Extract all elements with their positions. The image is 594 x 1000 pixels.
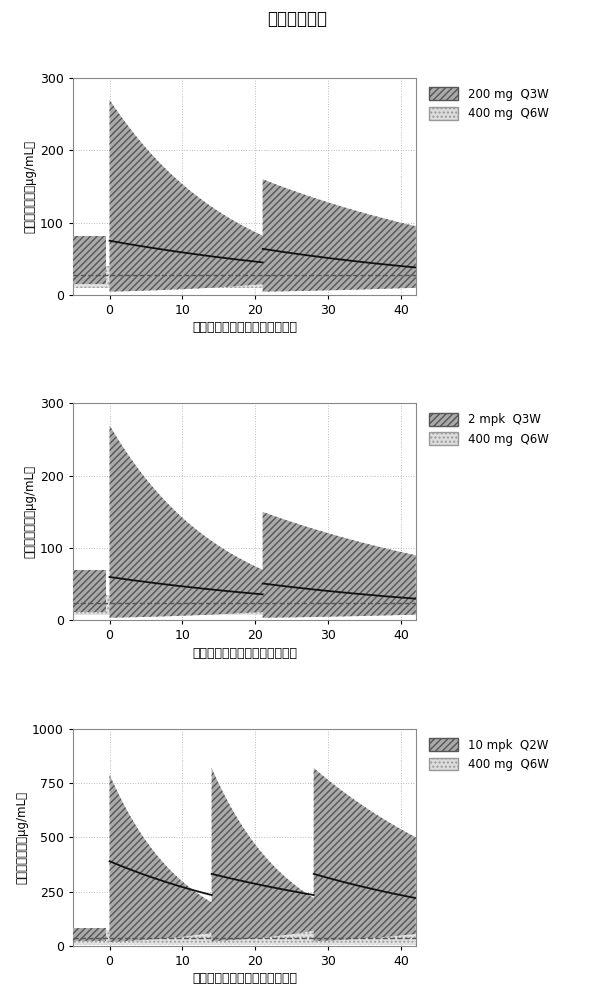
Legend: 2 mpk  Q3W, 400 mg  Q6W: 2 mpk Q3W, 400 mg Q6W [425, 409, 552, 449]
Y-axis label: 派姆单抗浓度（μg/mL）: 派姆单抗浓度（μg/mL） [15, 791, 28, 884]
Y-axis label: 派姆单抗浓度（μg/mL）: 派姆单抗浓度（μg/mL） [23, 140, 36, 233]
X-axis label: 最后一次剂量后的时间（天数）: 最后一次剂量后的时间（天数） [192, 321, 297, 334]
X-axis label: 最后一次剂量后的时间（天数）: 最后一次剂量后的时间（天数） [192, 647, 297, 660]
Y-axis label: 派姆单抗浓度（μg/mL）: 派姆单抗浓度（μg/mL） [23, 465, 36, 558]
Legend: 10 mpk  Q2W, 400 mg  Q6W: 10 mpk Q2W, 400 mg Q6W [425, 735, 552, 775]
Legend: 200 mg  Q3W, 400 mg  Q6W: 200 mg Q3W, 400 mg Q6W [425, 84, 552, 124]
Text: 线性标尺浓度: 线性标尺浓度 [267, 10, 327, 28]
X-axis label: 最后一次剂量后的时间（天数）: 最后一次剂量后的时间（天数） [192, 972, 297, 985]
